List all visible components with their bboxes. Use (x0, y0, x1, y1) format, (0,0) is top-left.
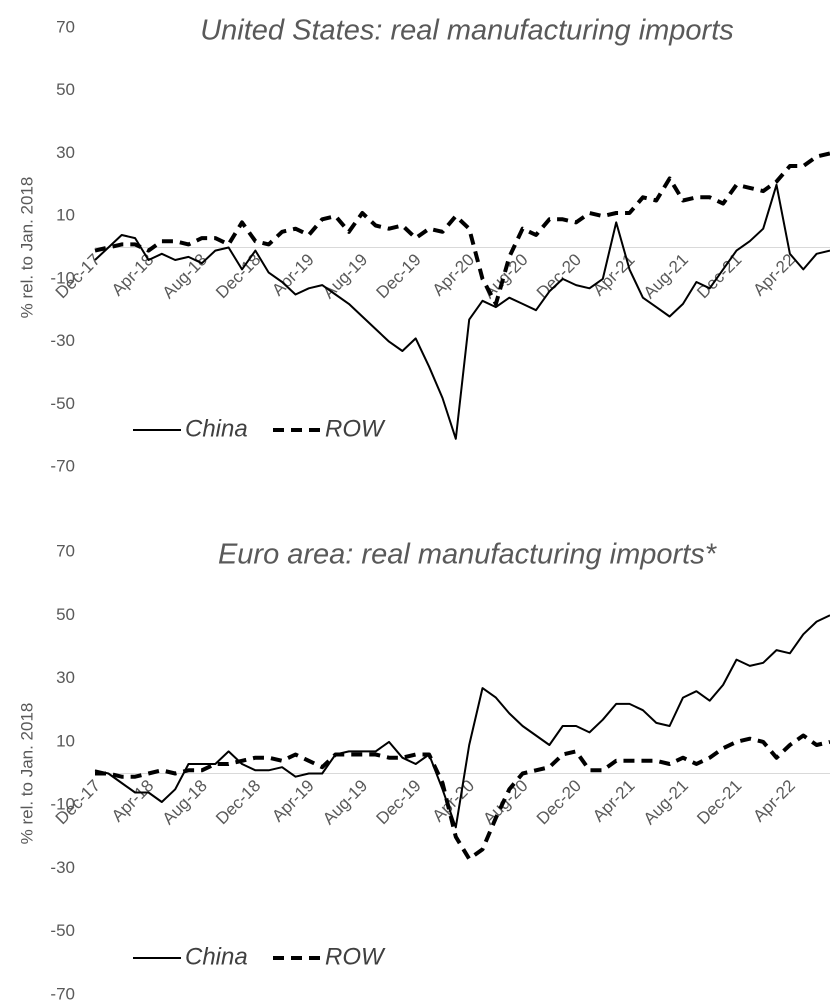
series-line (94, 151, 830, 306)
legend-label: ROW (325, 943, 386, 970)
x-tick-label: Dec-18 (212, 250, 264, 302)
chart: Euro area: real manufacturing imports* % … (17, 539, 830, 1003)
y-axis-label: % rel. to Jan. 2018 (17, 703, 36, 845)
legend-label: China (185, 943, 248, 970)
y-tick-label: 70 (56, 17, 75, 36)
y-tick-label: -50 (50, 394, 75, 413)
x-tick-label: Dec-19 (373, 776, 425, 828)
chart-title: Euro area: real manufacturing imports* (218, 539, 718, 571)
x-tick-label: Aug-20 (479, 776, 531, 828)
y-tick-label: 30 (56, 668, 75, 687)
x-tick-label: Dec-20 (533, 250, 585, 302)
y-tick-label: 30 (56, 143, 75, 162)
y-tick-label: 10 (56, 206, 75, 225)
y-tick-label: 50 (56, 605, 75, 624)
x-tick-label: Apr-18 (108, 250, 158, 300)
y-tick-label: -50 (50, 921, 75, 940)
x-tick-label: Aug-19 (319, 250, 371, 302)
y-tick-label: -70 (50, 984, 75, 1003)
x-tick-label: Aug-20 (479, 250, 531, 302)
legend-label: China (185, 415, 248, 442)
x-tick-label: Aug-19 (319, 776, 371, 828)
x-tick-label: Apr-19 (268, 776, 318, 826)
x-tick-label: Apr-22 (749, 250, 799, 300)
x-tick-label: Aug-21 (640, 250, 692, 302)
series-line (94, 614, 830, 829)
x-tick-label: Apr-18 (108, 776, 158, 826)
y-tick-label: -30 (50, 331, 75, 350)
y-tick-label: -30 (50, 858, 75, 877)
x-tick-label: Apr-22 (749, 776, 799, 826)
y-tick-label: 10 (56, 731, 75, 750)
y-tick-label: -70 (50, 456, 75, 475)
y-axis-label: % rel. to Jan. 2018 (17, 177, 36, 319)
y-tick-label: 70 (56, 541, 75, 560)
x-tick-label: Apr-20 (429, 250, 479, 300)
legend-label: ROW (325, 415, 386, 442)
x-tick-label: Dec-20 (533, 776, 585, 828)
chart: United States: real manufacturing import… (17, 15, 830, 475)
x-tick-label: Dec-21 (693, 776, 745, 828)
series-line (94, 183, 830, 440)
x-tick-label: Apr-21 (589, 776, 639, 826)
y-tick-label: -10 (50, 795, 75, 814)
y-tick-label: -10 (50, 268, 75, 287)
x-tick-label: Dec-18 (212, 776, 264, 828)
chart-title: United States: real manufacturing import… (200, 15, 734, 47)
x-tick-label: Aug-21 (640, 776, 692, 828)
x-tick-label: Dec-19 (373, 250, 425, 302)
x-tick-label: Aug-18 (159, 776, 211, 828)
y-tick-label: 50 (56, 80, 75, 99)
